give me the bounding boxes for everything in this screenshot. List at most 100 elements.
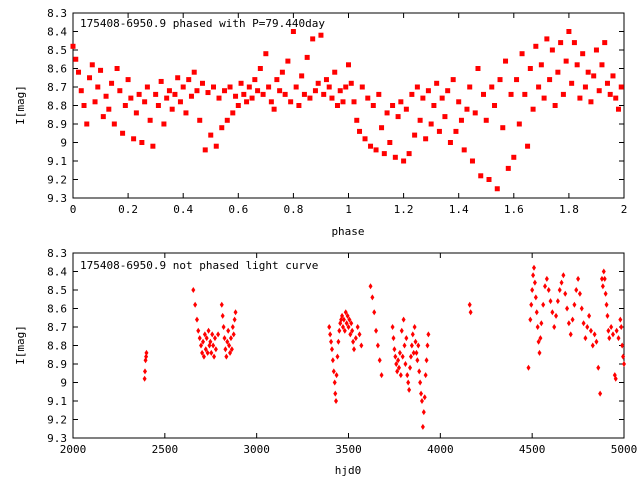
data-point <box>285 58 291 64</box>
y-tick-label: 9 <box>60 137 67 150</box>
data-point <box>497 77 503 83</box>
data-point <box>95 84 101 90</box>
data-point <box>329 338 334 345</box>
data-point <box>447 140 453 145</box>
data-point <box>341 316 346 323</box>
data-point <box>334 372 339 379</box>
data-point <box>321 91 327 97</box>
data-point <box>222 88 228 94</box>
data-point <box>345 312 350 319</box>
x-tick-label: 1.6 <box>504 203 524 216</box>
data-point <box>139 140 145 145</box>
data-point <box>368 143 374 149</box>
data-point <box>576 275 581 282</box>
x-tick-label: 0.2 <box>118 203 138 216</box>
data-point <box>310 36 316 42</box>
data-point <box>226 327 231 334</box>
data-point <box>84 121 90 127</box>
data-point <box>222 335 227 342</box>
data-point <box>532 264 537 271</box>
data-point <box>537 349 542 356</box>
x-tick-label: 1.8 <box>559 203 579 216</box>
x-tick-label: 2500 <box>152 443 179 456</box>
data-point <box>376 91 382 97</box>
y-tick-label: 8.5 <box>47 284 67 297</box>
data-point <box>329 95 335 101</box>
data-point <box>409 91 415 97</box>
y-tick-label: 9.2 <box>47 414 67 427</box>
data-point <box>219 125 225 131</box>
data-point <box>329 346 334 353</box>
data-point <box>228 349 233 356</box>
y-tick-label: 8.8 <box>47 340 67 353</box>
y-tick-label: 8.7 <box>47 321 67 334</box>
x-axis-label: phase <box>331 225 364 238</box>
data-point <box>391 335 396 342</box>
data-point <box>332 69 338 75</box>
data-point <box>555 298 560 305</box>
data-point <box>348 331 353 338</box>
data-point <box>161 121 167 127</box>
data-point <box>340 99 346 105</box>
data-point <box>343 84 349 90</box>
data-point <box>346 324 351 330</box>
data-point <box>407 386 412 393</box>
data-point <box>188 93 194 99</box>
data-point <box>106 106 112 112</box>
data-point <box>539 320 544 327</box>
data-point <box>299 73 305 79</box>
data-point <box>206 327 211 334</box>
data-point <box>228 335 233 342</box>
data-point <box>354 117 360 123</box>
data-point <box>279 69 285 75</box>
data-point <box>293 84 299 90</box>
data-point <box>231 331 236 338</box>
data-point <box>583 335 588 342</box>
data-point <box>318 32 324 38</box>
x-tick-label: 3000 <box>243 443 270 456</box>
data-point <box>212 353 217 360</box>
data-point <box>268 99 274 105</box>
data-point <box>155 103 161 108</box>
data-point <box>568 331 573 338</box>
data-point <box>387 140 393 145</box>
data-point <box>194 88 200 94</box>
data-point <box>197 117 203 123</box>
data-point <box>343 309 348 316</box>
data-point <box>416 342 421 349</box>
x-tick-label: 0.4 <box>173 203 193 216</box>
data-point <box>619 324 624 330</box>
data-point <box>453 128 459 134</box>
data-point <box>406 379 411 386</box>
data-point <box>604 301 609 308</box>
data-point <box>616 335 621 342</box>
data-point <box>406 151 412 157</box>
data-point <box>392 346 397 353</box>
data-point <box>122 103 128 108</box>
data-point <box>183 110 189 116</box>
data-point <box>328 331 333 338</box>
data-point <box>409 342 414 349</box>
data-point <box>588 99 594 105</box>
data-point <box>252 77 258 83</box>
data-point <box>618 316 623 323</box>
data-point <box>606 327 611 334</box>
data-point <box>602 40 608 46</box>
data-point <box>249 95 255 101</box>
data-point <box>370 294 375 301</box>
data-point <box>431 103 437 108</box>
data-point <box>323 77 329 83</box>
data-point <box>420 423 425 430</box>
data-point <box>478 173 484 179</box>
data-point <box>531 272 536 279</box>
data-point <box>128 95 134 101</box>
data-point <box>379 125 385 131</box>
data-point <box>290 29 296 34</box>
data-point <box>615 106 621 112</box>
data-point <box>403 106 409 112</box>
data-point <box>594 338 599 345</box>
data-point <box>78 88 84 94</box>
data-point <box>522 91 528 97</box>
data-point <box>351 99 357 105</box>
data-point <box>450 77 456 83</box>
